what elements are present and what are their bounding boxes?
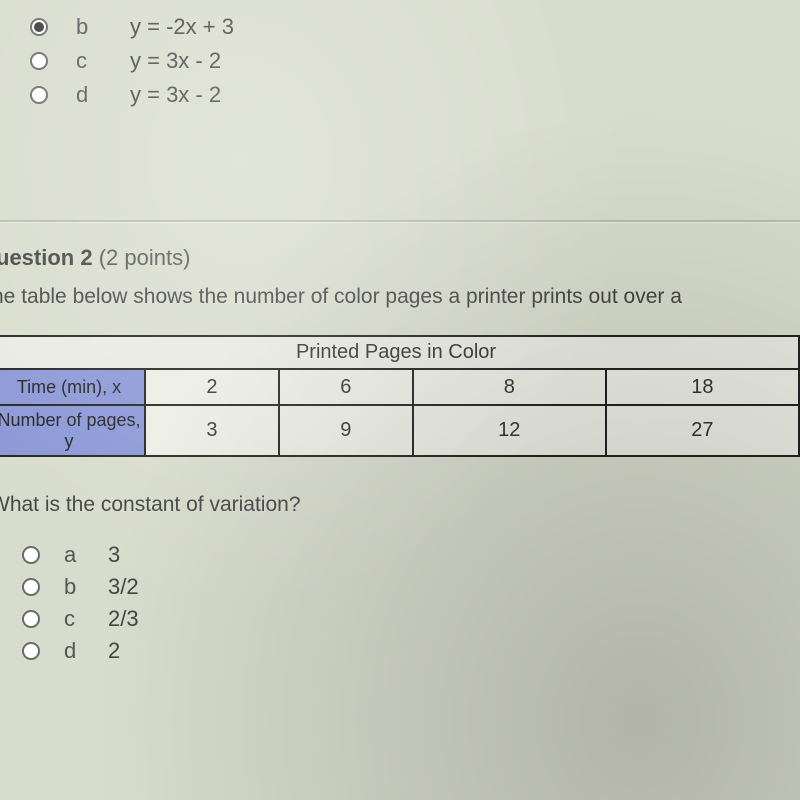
table-cell: 9 [279, 405, 413, 456]
option-letter: d [76, 82, 110, 108]
option-text: 3 [92, 542, 120, 568]
question-prompt: he table below shows the number of color… [0, 285, 800, 309]
question-divider [0, 220, 800, 223]
option-text: y = 3x - 2 [110, 48, 221, 74]
option-text: y = 3x - 2 [110, 82, 221, 108]
option-row[interactable]: c 2/3 [22, 603, 800, 635]
table-cell: 2 [145, 369, 279, 405]
follow-prompt: What is the constant of variation? [0, 493, 800, 517]
quiz-content: b y = -2x + 3 c y = 3x - 2 d y = 3x - 2 … [0, 0, 800, 667]
option-row[interactable]: d 2 [22, 635, 800, 667]
radio-icon[interactable] [22, 578, 40, 596]
option-row[interactable]: b 3/2 [22, 571, 800, 603]
table-cell: 8 [413, 369, 606, 405]
table-cell: 6 [279, 369, 413, 405]
radio-icon[interactable] [30, 52, 48, 70]
option-row[interactable]: d y = 3x - 2 [0, 78, 800, 112]
option-text: y = -2x + 3 [110, 14, 234, 40]
question-points: (2 points) [93, 245, 191, 270]
radio-icon[interactable] [22, 610, 40, 628]
option-letter: c [76, 48, 110, 74]
option-row[interactable]: c y = 3x - 2 [0, 44, 800, 78]
option-text: 2/3 [92, 606, 139, 632]
row-header: Time (min), x [0, 369, 145, 405]
radio-icon[interactable] [30, 18, 48, 36]
option-text: 3/2 [92, 574, 139, 600]
option-row[interactable]: b y = -2x + 3 [0, 10, 800, 44]
table-cell: 3 [145, 405, 279, 456]
radio-icon[interactable] [22, 546, 40, 564]
option-letter: c [64, 606, 92, 632]
data-table: Printed Pages in Color Time (min), x 2 6… [0, 335, 800, 457]
table-row: Number of pages, y 3 9 12 27 [0, 405, 799, 456]
row-header: Number of pages, y [0, 405, 145, 456]
table-title: Printed Pages in Color [0, 336, 799, 369]
radio-icon[interactable] [30, 86, 48, 104]
question-title: uestion 2 [0, 245, 93, 270]
table-row: Time (min), x 2 6 8 18 [0, 369, 799, 405]
table-cell: 12 [413, 405, 606, 456]
option-letter: a [64, 542, 92, 568]
option-letter: d [64, 638, 92, 664]
question-header: uestion 2 (2 points) [0, 245, 800, 285]
q1-options: b y = -2x + 3 c y = 3x - 2 d y = 3x - 2 [0, 10, 800, 112]
option-letter: b [64, 574, 92, 600]
option-row[interactable]: a 3 [22, 539, 800, 571]
option-text: 2 [92, 638, 120, 664]
table-cell: 18 [606, 369, 799, 405]
option-letter: b [76, 14, 110, 40]
radio-icon[interactable] [22, 642, 40, 660]
table-cell: 27 [606, 405, 799, 456]
q2-options: a 3 b 3/2 c 2/3 d 2 [0, 539, 800, 667]
